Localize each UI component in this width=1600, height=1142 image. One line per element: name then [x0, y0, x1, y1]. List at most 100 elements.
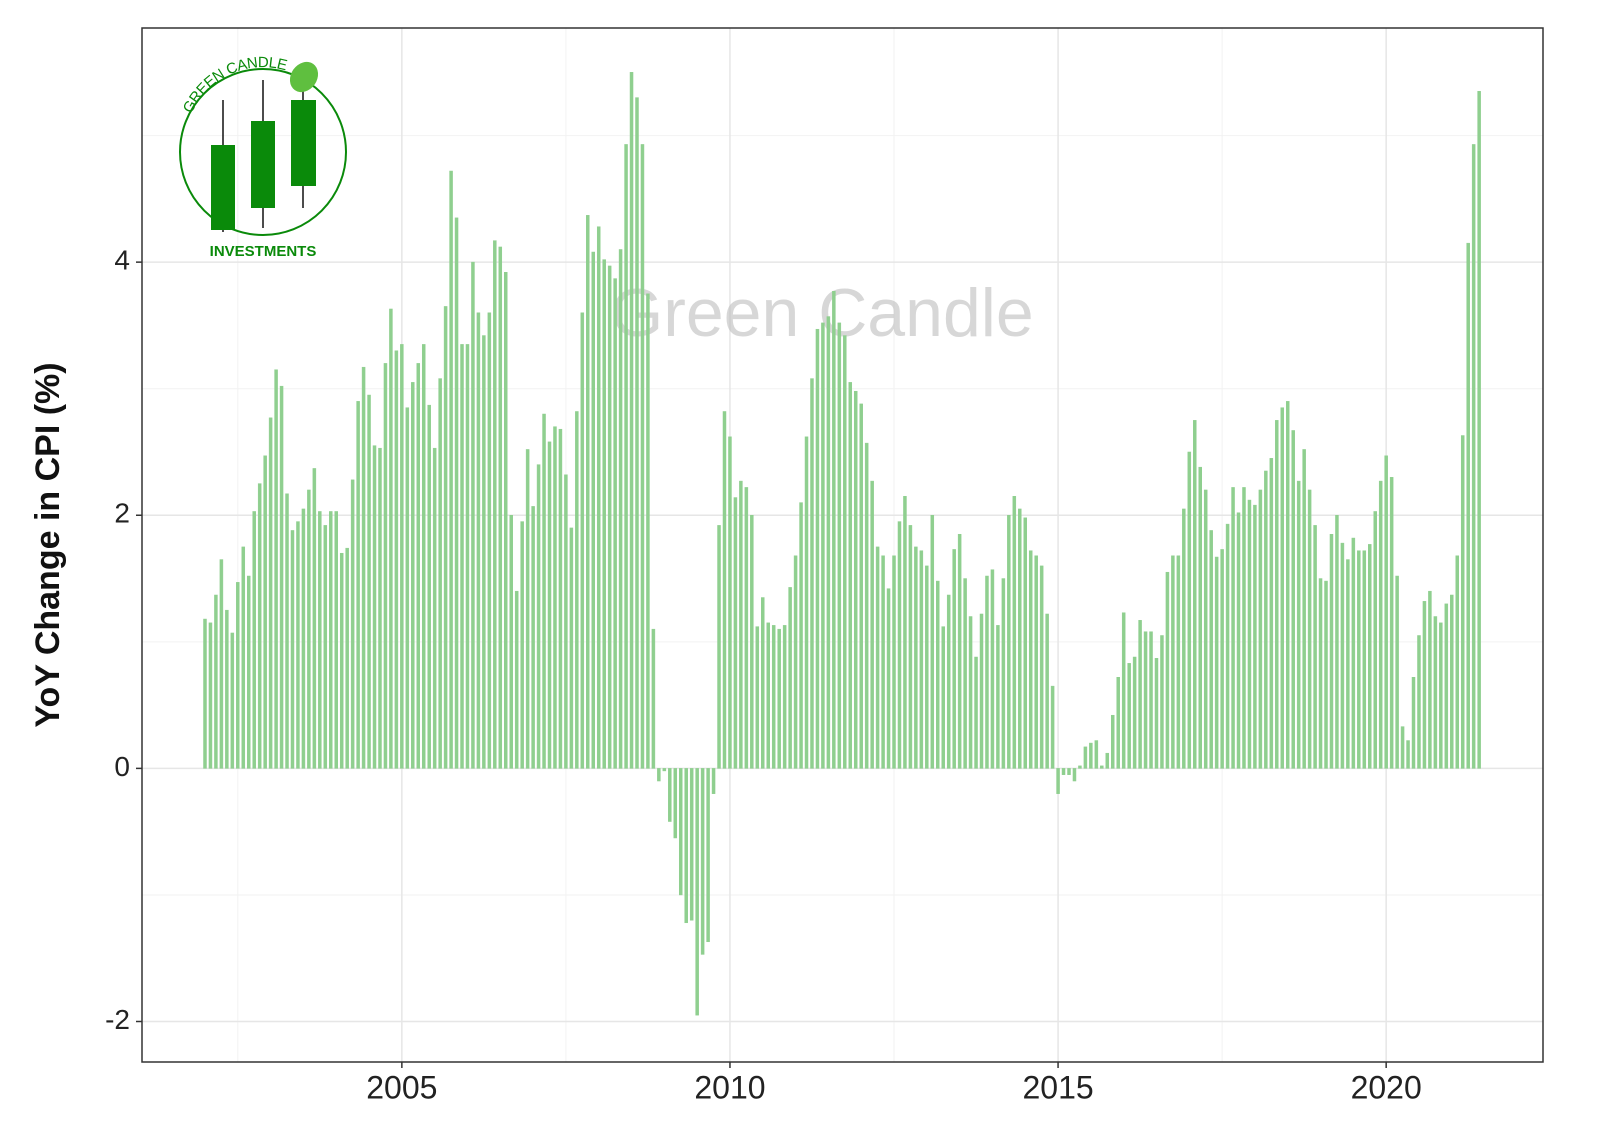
bar [777, 628, 781, 769]
bar [520, 521, 524, 769]
bar [914, 546, 918, 769]
bar [421, 344, 426, 769]
bar [482, 335, 486, 769]
bar [274, 369, 278, 769]
bar [1078, 765, 1082, 769]
bar [1378, 480, 1383, 769]
bar [1460, 435, 1465, 769]
bar [1417, 635, 1421, 769]
bar [487, 312, 492, 769]
bar [1296, 480, 1301, 769]
bar [1083, 746, 1088, 769]
bar [1384, 455, 1388, 769]
bar [1389, 477, 1394, 769]
bar [1444, 603, 1449, 769]
bar [514, 590, 519, 769]
bar [761, 597, 765, 769]
bar [432, 447, 437, 769]
bar [843, 335, 847, 769]
bar [400, 344, 404, 769]
bar [225, 609, 229, 769]
bar [1428, 590, 1432, 769]
bar [504, 272, 508, 769]
bar [378, 447, 382, 769]
bar [1307, 489, 1312, 769]
bar [525, 449, 530, 769]
bar [449, 170, 453, 769]
bar [1269, 458, 1274, 769]
bar [629, 72, 634, 769]
bar [1247, 499, 1252, 769]
bar [1018, 508, 1022, 769]
bar [1439, 622, 1443, 769]
bar [897, 521, 902, 769]
bar [1340, 542, 1345, 769]
bar [591, 251, 596, 769]
bar [1132, 656, 1137, 769]
bar [1176, 555, 1181, 769]
bar [657, 768, 661, 782]
bar [367, 394, 371, 769]
bar [1400, 726, 1405, 769]
y-tick-label: -2 [105, 1004, 130, 1035]
bar [711, 768, 716, 794]
bar [339, 552, 344, 769]
bar [832, 290, 836, 769]
bar [722, 411, 727, 769]
bar [1264, 470, 1268, 769]
bar [1143, 631, 1148, 769]
bar [203, 618, 207, 769]
bar [1406, 740, 1410, 769]
bar [1291, 430, 1295, 769]
bar [700, 768, 705, 955]
bar [1433, 616, 1438, 769]
bar [476, 312, 481, 769]
bar [1346, 559, 1350, 769]
bar [1193, 420, 1197, 769]
y-tick-label: 2 [114, 498, 130, 529]
bar [1214, 556, 1219, 769]
bar [263, 455, 267, 769]
bar [903, 496, 907, 769]
bar [416, 363, 421, 769]
bar [531, 506, 535, 769]
bar [345, 547, 349, 769]
bar [1395, 575, 1399, 769]
bar [837, 322, 842, 769]
bar [952, 549, 956, 769]
bar [968, 616, 973, 769]
bar [1034, 555, 1038, 769]
bar [1318, 578, 1323, 769]
logo-leaf [289, 61, 319, 93]
bar [427, 404, 431, 769]
bar [859, 403, 863, 769]
bar [881, 555, 885, 769]
bar [241, 546, 246, 769]
bar [1329, 533, 1334, 769]
bar [214, 594, 218, 769]
bar [908, 525, 913, 769]
plot-border [141, 27, 1544, 1063]
bar [252, 511, 256, 769]
bar [990, 569, 995, 769]
bar [706, 768, 710, 943]
bar [334, 511, 338, 769]
bar [350, 479, 355, 769]
y-tick-label: 4 [114, 245, 130, 276]
bar [411, 382, 415, 769]
bar [1061, 768, 1066, 775]
bar [1023, 517, 1028, 769]
bar [788, 587, 792, 769]
bar [1285, 401, 1290, 769]
bar [564, 474, 568, 769]
bar [673, 768, 678, 839]
bar [678, 768, 683, 896]
bar [1258, 489, 1263, 769]
bar [236, 582, 240, 769]
bar [1160, 635, 1164, 769]
bar [1313, 525, 1317, 769]
bar [1236, 512, 1241, 769]
bar [810, 378, 814, 769]
bar [1187, 451, 1192, 769]
